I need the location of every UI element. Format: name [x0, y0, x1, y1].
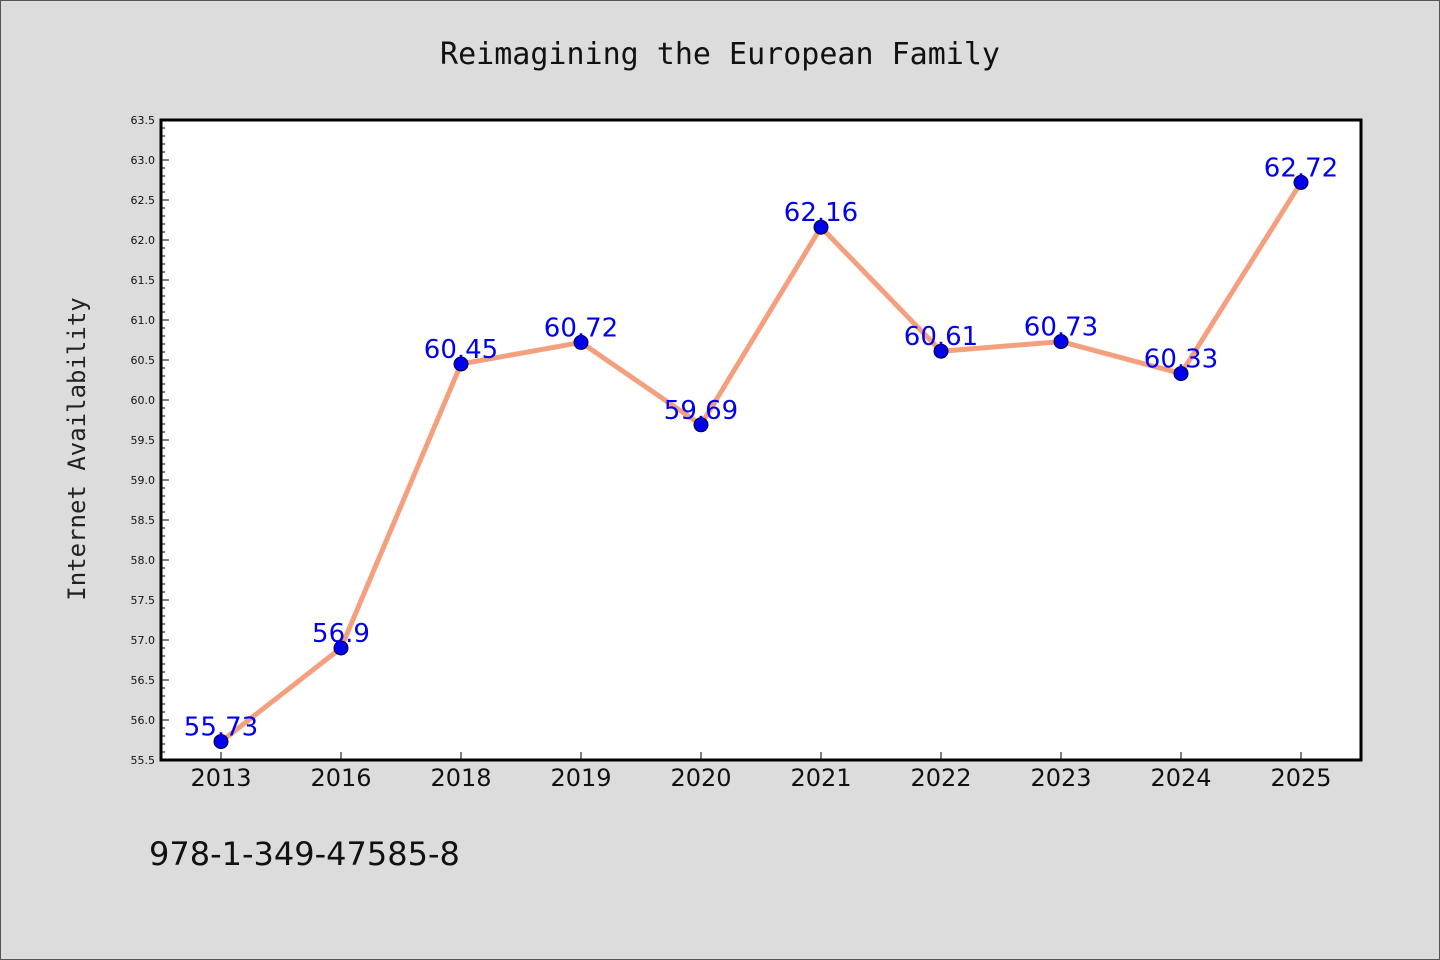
y-tick-label: 56.0: [131, 714, 156, 727]
x-tick-label: 2016: [310, 764, 371, 792]
y-tick-label: 63.5: [131, 114, 156, 127]
data-label: 60.72: [544, 313, 618, 343]
series-line: [218, 179, 1304, 745]
y-tick-label: 61.0: [131, 314, 156, 327]
x-tick-label: 2025: [1270, 764, 1331, 792]
data-point: [573, 334, 589, 350]
x-tick-label: 2018: [430, 764, 491, 792]
y-tick-label: 61.5: [131, 274, 156, 287]
data-label: 59.69: [664, 396, 738, 426]
y-tick-label: 62.0: [131, 234, 156, 247]
x-tick-label: 2019: [550, 764, 611, 792]
data-label: 62.16: [784, 198, 858, 228]
data-point: [1293, 174, 1309, 190]
y-tick-label: 60.0: [131, 394, 156, 407]
data-label: 60.73: [1024, 313, 1098, 343]
data-point: [693, 417, 709, 433]
data-point: [333, 640, 349, 656]
y-tick-label: 58.5: [131, 514, 156, 527]
data-label: 60.61: [904, 322, 978, 352]
series-layer: 55.73 56.9 60.45 60.72 59.69 62.16 60.61 60.73 6…: [184, 153, 1338, 750]
x-tick-label: 2023: [1030, 764, 1091, 792]
x-axis: 2013 2016 2018 2019 2020 2021 2022 2023 2024 2025: [190, 752, 1332, 792]
y-tick-label: 63.0: [131, 154, 156, 167]
data-label: 62.72: [1264, 153, 1338, 183]
x-tick-label: 2022: [910, 764, 971, 792]
y-tick-label: 59.5: [131, 434, 156, 447]
plot-area: [159, 118, 1363, 762]
data-point: [453, 356, 469, 372]
data-point: [1053, 334, 1069, 350]
y-tick-label: 59.0: [131, 474, 156, 487]
y-tick-label: 62.5: [131, 194, 156, 207]
x-tick-label: 2024: [1150, 764, 1211, 792]
x-tick-label: 2021: [790, 764, 851, 792]
data-label: 55.73: [184, 713, 258, 743]
x-tick-label: 2013: [190, 764, 251, 792]
y-axis-label: Internet Availability: [63, 297, 91, 600]
y-tick-label: 56.5: [131, 674, 156, 687]
y-tick-label: 57.0: [131, 634, 156, 647]
chart-title: Reimagining the European Family: [440, 37, 1000, 72]
y-tick-label: 58.0: [131, 554, 156, 567]
y-tick-label: 55.5: [131, 754, 156, 767]
data-label: 56.9: [312, 619, 370, 649]
data-label: 60.45: [424, 335, 498, 365]
y-tick-label: 60.5: [131, 354, 156, 367]
x-tick-label: 2020: [670, 764, 731, 792]
data-label: 60.33: [1144, 345, 1218, 375]
data-point: [813, 219, 829, 235]
y-tick-label: 57.5: [131, 594, 156, 607]
y-axis: 55.5 56.0 56.5 57.0 57.5 58.0 58.5 59.0 59.5 60.0…: [131, 114, 169, 767]
data-point: [933, 343, 949, 359]
data-point: [213, 734, 229, 750]
data-point: [1173, 366, 1189, 382]
isbn-text: 978-1-349-47585-8: [149, 835, 460, 873]
